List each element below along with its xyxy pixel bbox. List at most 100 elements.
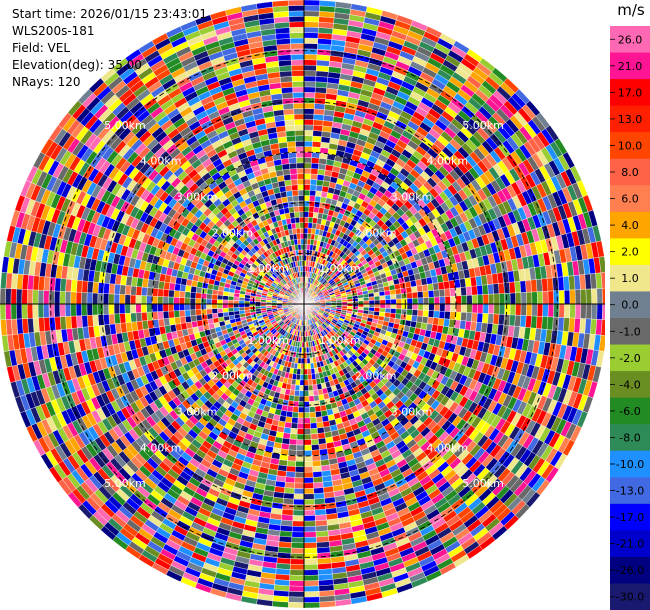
velocity-gate [288,596,305,603]
velocity-gate [526,291,533,305]
velocity-gate [309,195,316,202]
velocity-gate [282,503,294,511]
velocity-gate [314,195,322,203]
velocity-gate [303,515,316,522]
velocity-gate [531,291,538,305]
velocity-gate [174,316,181,325]
velocity-gate [315,76,329,83]
velocity-gate [298,390,305,397]
velocity-gate [585,303,592,320]
velocity-gate [492,283,500,295]
velocity-gate [303,81,316,88]
velocity-gate [86,314,94,327]
velocity-gate [314,92,327,100]
velocity-gate [300,368,305,375]
velocity-gate [569,289,576,305]
velocity-gate [303,450,313,457]
velocity-gate [303,536,317,544]
velocity-gate [308,200,315,208]
velocity-gate [303,390,310,397]
velocity-gate [303,5,320,12]
velocity-gate [308,384,314,391]
velocity-gate [488,293,495,305]
velocity-gate [601,303,605,320]
velocity-gate [536,291,544,305]
velocity-gate [307,379,313,386]
velocity-gate [406,292,413,299]
velocity-gate [498,293,506,305]
velocity-gate [509,303,516,316]
velocity-gate [189,309,197,317]
velocity-gate [314,514,327,522]
velocity-gate [379,307,386,313]
velocity-gate [306,352,310,359]
velocity-gate [460,286,467,296]
velocity-gate [291,531,305,538]
velocity-gate [295,455,305,462]
velocity-gate [303,119,314,126]
velocity-gate [228,311,235,317]
velocity-gate [303,553,318,560]
velocity-gate [514,281,522,294]
velocity-gate [185,315,192,323]
velocity-gate [400,293,408,300]
velocity-gate [303,54,318,61]
velocity-gate [433,296,440,305]
velocity-gate [411,285,418,293]
velocity-gate [405,314,413,322]
velocity-gate [303,504,315,511]
velocity-gate [222,307,229,313]
velocity-gate [308,395,315,402]
velocity-gate [515,292,522,305]
velocity-gate [303,173,312,180]
velocity-gate [406,303,413,310]
velocity-gate [569,303,576,319]
velocity-gate [503,314,511,326]
velocity-gate [564,289,571,305]
velocity-gate [314,405,322,413]
velocity-gate [303,86,316,93]
velocity-gate [498,282,505,294]
velocity-gate [315,416,323,423]
velocity-gate [294,482,305,489]
velocity-gate [303,466,313,473]
velocity-gate [313,108,325,116]
velocity-gate [363,300,370,305]
velocity-gate [303,488,315,495]
velocity-gate [482,294,489,305]
velocity-gate [310,433,319,440]
velocity-gate [444,296,451,305]
velocity-gate [290,558,305,565]
velocity-gate [303,26,319,34]
velocity-gate [303,455,313,462]
velocity-gate [303,146,313,153]
velocity-gate [168,317,176,326]
velocity-gate [303,10,320,17]
velocity-gate [542,303,549,317]
velocity-gate [222,311,230,317]
velocity-gate [400,287,407,294]
velocity-gate [184,309,191,317]
velocity-gate [432,317,440,326]
velocity-gate [520,292,527,305]
velocity-gate [303,70,317,77]
velocity-gate [373,291,380,297]
velocity-gate [282,498,294,505]
velocity-gate [70,315,78,329]
velocity-gate [310,427,318,435]
velocity-gate [428,303,435,312]
velocity-gate [293,504,305,511]
velocity-gate [279,525,293,532]
velocity-gate [173,310,181,318]
velocity-gate [315,411,323,418]
velocity-gate [288,591,305,598]
velocity-gate [299,374,305,381]
velocity-gate [346,298,353,302]
velocity-gate [233,303,240,308]
velocity-gate [558,303,565,318]
velocity-gate [303,32,319,39]
velocity-gate [233,307,240,312]
velocity-gate [217,308,224,314]
velocity-gate [285,416,293,423]
velocity-sectors [0,0,605,609]
